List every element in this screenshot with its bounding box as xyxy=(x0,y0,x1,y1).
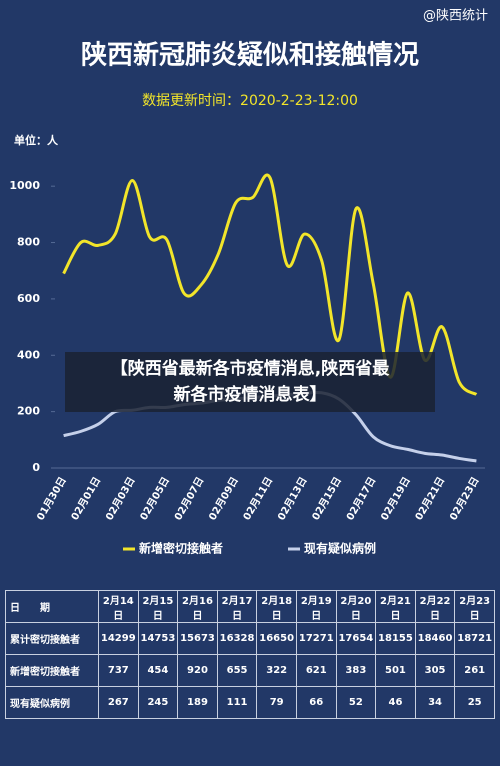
table-cell: 17271 xyxy=(295,622,337,655)
y-tick-label: 200 xyxy=(17,405,40,418)
x-tick-label: 02月23日 xyxy=(447,475,481,522)
chart-title: 陕西新冠肺炎疑似和接触情况 xyxy=(81,40,419,71)
table-row: 现有疑似病例 267 245 189 111 79 66 52 46 34 25 xyxy=(5,686,495,719)
table-cell: 261 xyxy=(454,654,495,687)
table-cell: 2月15日 xyxy=(137,590,179,623)
table-cell: 383 xyxy=(335,654,377,687)
series-line xyxy=(62,173,478,396)
x-tick-label: 02月03日 xyxy=(103,475,137,522)
table-cell: 2月19日 xyxy=(295,590,337,623)
banner-bg xyxy=(65,352,435,412)
x-tick-label: 02月15日 xyxy=(310,475,344,522)
y-tick-label: 1000 xyxy=(9,179,40,192)
table-row: 累计密切接触者 14299 14753 15673 16328 16650 17271 176… xyxy=(5,622,495,655)
table-cell: 920 xyxy=(177,654,218,687)
table-cell: 52 xyxy=(335,686,377,719)
y-tick-label: 600 xyxy=(17,292,40,305)
table-cell: 189 xyxy=(177,686,218,719)
table-cell: 18460 xyxy=(414,622,456,655)
data-table: 日 期 2月14日 2月15日 2月16日 2月17日 2月18日 2月19日 2月20日 2月… xyxy=(5,590,495,719)
x-tick-label: 01月30日 xyxy=(34,475,68,522)
chart: @陕西统计 陕西新冠肺炎疑似和接触情况 数据更新时间：2020-2-23-12:… xyxy=(9,9,488,556)
table-cell: 111 xyxy=(216,686,258,719)
table-cell: 累计密切接触者 xyxy=(5,622,99,655)
table-cell: 18721 xyxy=(454,622,495,655)
chart-subtitle: 数据更新时间：2020-2-23-12:00 xyxy=(142,93,358,109)
y-tick-label: 400 xyxy=(17,348,40,361)
table-cell: 621 xyxy=(295,654,337,687)
table-cell: 34 xyxy=(414,686,456,719)
table-cell: 日 期 xyxy=(5,590,99,623)
table-cell: 14299 xyxy=(98,622,139,655)
banner-text: 【陕西省最新各市疫情消息,陕西省最 xyxy=(111,358,390,379)
table-cell: 15673 xyxy=(177,622,218,655)
table-cell: 737 xyxy=(98,654,139,687)
y-tick-label: 800 xyxy=(17,236,40,249)
table-cell: 2月21日 xyxy=(375,590,416,623)
table-cell: 267 xyxy=(98,686,139,719)
table-cell: 2月16日 xyxy=(177,590,218,623)
table-cell: 2月17日 xyxy=(216,590,258,623)
x-tick-label: 02月17日 xyxy=(344,475,378,522)
banner-text: 新各市疫情消息表】 xyxy=(174,384,327,405)
table-cell: 2月20日 xyxy=(335,590,377,623)
table-cell: 454 xyxy=(137,654,179,687)
x-tick-label: 02月19日 xyxy=(378,475,412,522)
x-tick-label: 02月13日 xyxy=(275,475,309,522)
x-tick-label: 02月05日 xyxy=(138,475,172,522)
legend-label: 现有疑似病例 xyxy=(304,541,376,556)
table-cell: 现有疑似病例 xyxy=(5,686,99,719)
y-axis-label: 单位：人 xyxy=(14,133,59,147)
table-cell: 655 xyxy=(216,654,258,687)
table-cell: 25 xyxy=(454,686,495,719)
watermark: @陕西统计 xyxy=(423,9,488,24)
table-cell: 2月14日 xyxy=(98,590,139,623)
legend-label: 新增密切接触者 xyxy=(139,541,223,556)
table-cell: 245 xyxy=(137,686,179,719)
x-tick-label: 02月11日 xyxy=(241,475,275,522)
x-tick-label: 02月01日 xyxy=(69,475,103,522)
table-cell: 2月22日 xyxy=(414,590,456,623)
table-cell: 305 xyxy=(414,654,456,687)
x-tick-label: 02月07日 xyxy=(172,475,206,522)
x-tick-label: 02月21日 xyxy=(413,475,447,522)
table-cell: 16328 xyxy=(216,622,258,655)
y-tick-label: 0 xyxy=(32,461,40,474)
table-cell: 322 xyxy=(256,654,297,687)
table-cell: 新增密切接触者 xyxy=(5,654,99,687)
x-tick-label: 02月09日 xyxy=(206,475,240,522)
table-cell: 14753 xyxy=(137,622,179,655)
table-cell: 501 xyxy=(375,654,416,687)
table-cell: 17654 xyxy=(335,622,377,655)
table-cell: 66 xyxy=(295,686,337,719)
table-cell: 46 xyxy=(375,686,416,719)
table-cell: 79 xyxy=(256,686,297,719)
table-cell: 2月18日 xyxy=(256,590,297,623)
table-row: 日 期 2月14日 2月15日 2月16日 2月17日 2月18日 2月19日 2月20日 2月… xyxy=(5,590,495,623)
table-row: 新增密切接触者 737 454 920 655 322 621 383 501 305 261 xyxy=(5,654,495,687)
table-cell: 16650 xyxy=(256,622,297,655)
table-cell: 18155 xyxy=(375,622,416,655)
table-cell: 2月23日 xyxy=(454,590,495,623)
